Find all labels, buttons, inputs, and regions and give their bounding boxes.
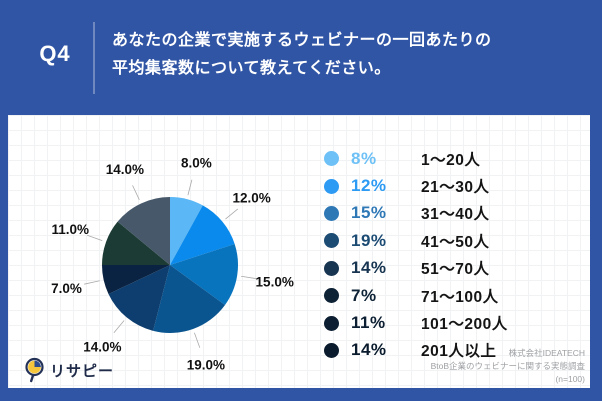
legend-item: 7% 71〜100人: [324, 282, 508, 309]
legend-category: 21〜30人: [421, 179, 490, 197]
legend-percent: 14%: [351, 258, 387, 278]
slice-leader-line: [225, 208, 239, 220]
pie-slice-51〜70人: [108, 265, 170, 331]
slice-percentage-label: 15.0%: [256, 275, 294, 290]
header-divider: [93, 22, 95, 94]
legend-color-dot: [324, 342, 339, 358]
slice-percentage-label: 19.0%: [187, 358, 225, 373]
legend-percent: 8%: [351, 148, 377, 168]
credit-sample-size: (n=100): [555, 374, 585, 384]
legend-color-dot: [324, 233, 339, 249]
question-title: あなたの企業で実施するウェビナーの一回あたりの 平均集客数について教えてください…: [112, 27, 492, 83]
legend-color-dot: [324, 288, 339, 304]
legend-category: 1〜20人: [421, 151, 481, 169]
question-title-line2: 平均集客数について教えてください。: [112, 60, 391, 77]
legend-color-dot: [324, 151, 339, 167]
resapee-logo: リサピー: [24, 357, 114, 383]
legend-item: 11% 101〜200人: [324, 309, 508, 336]
legend-percent: 15%: [351, 203, 387, 223]
pie-slice-21〜30人: [170, 205, 235, 265]
legend-category: 71〜100人: [421, 288, 499, 306]
legend-item: 12% 21〜30人: [324, 172, 508, 199]
slice-leader-line: [241, 275, 257, 280]
legend-color-dot: [324, 315, 339, 331]
slice-percentage-label: 8.0%: [181, 155, 212, 170]
legend-color-dot: [324, 205, 339, 221]
legend-percent: 19%: [351, 230, 387, 250]
legend-category: 31〜40人: [421, 206, 490, 224]
slice-leader-line: [84, 280, 100, 285]
slice-percentage-label: 14.0%: [106, 162, 144, 177]
legend-item: 15% 31〜40人: [324, 200, 508, 227]
pie-slice-1〜20人: [170, 197, 203, 265]
slice-leader-line: [113, 320, 125, 334]
pie-slice-101〜200人: [102, 221, 170, 265]
pie-chart-area: 8.0% 12.0% 15.0% 19.0% 14.0% 7.0% 11.0% 14.0%: [8, 115, 328, 388]
legend-category: 101〜200人: [421, 316, 508, 334]
legend-color-dot: [324, 260, 339, 276]
legend-percent: 12%: [351, 176, 387, 196]
legend-category: 201人以上: [421, 343, 497, 361]
legend-color-dot: [324, 178, 339, 194]
chart-legend: 8% 1〜20人 12% 21〜30人 15% 31〜40人 19% 41〜50…: [324, 145, 508, 364]
resapee-logo-icon: [25, 357, 44, 383]
legend-category: 51〜70人: [421, 261, 490, 279]
legend-category: 41〜50人: [421, 233, 490, 251]
chart-card: 8.0% 12.0% 15.0% 19.0% 14.0% 7.0% 11.0% 14.0% 8…: [8, 115, 590, 388]
resapee-logo-text: リサピー: [50, 362, 115, 380]
legend-percent: 7%: [351, 285, 377, 305]
question-header: Q4 あなたの企業で実施するウェビナーの一回あたりの 平均集客数について教えてく…: [0, 0, 602, 115]
legend-item: 19% 41〜50人: [324, 227, 508, 254]
slice-percentage-label: 11.0%: [51, 222, 89, 237]
credit-company: 株式会社IDEATECH: [508, 348, 585, 358]
slice-percentage-label: 14.0%: [83, 340, 121, 355]
legend-item: 14% 201人以上: [324, 337, 508, 364]
survey-credits: 株式会社IDEATECH BtoB企業のウェビナーに関する実態調査 (n=100…: [431, 347, 585, 386]
pie-slice-31〜40人: [170, 243, 238, 305]
slice-leader-line: [194, 332, 201, 348]
slice-leader-line: [132, 185, 140, 201]
slice-percentage-label: 12.0%: [233, 190, 271, 205]
question-title-line1: あなたの企業で実施するウェビナーの一回あたりの: [112, 32, 492, 49]
credit-survey-name: BtoB企業のウェビナーに関する実態調査: [430, 361, 585, 371]
legend-item: 14% 51〜70人: [324, 255, 508, 282]
legend-item: 8% 1〜20人: [324, 145, 508, 172]
question-number: Q4: [39, 41, 71, 66]
pie-chart: 8.0% 12.0% 15.0% 19.0% 14.0% 7.0% 11.0% 14.0%: [51, 155, 294, 373]
pie-slice-41〜50人: [153, 265, 226, 333]
slice-leader-line: [87, 234, 103, 241]
pie-slice-201人以上: [117, 197, 170, 265]
legend-percent: 11%: [351, 313, 386, 333]
slice-percentage-label: 7.0%: [51, 281, 82, 296]
pie-slice-71〜100人: [102, 265, 170, 294]
slice-leader-line: [187, 179, 193, 196]
legend-percent: 14%: [351, 340, 387, 360]
